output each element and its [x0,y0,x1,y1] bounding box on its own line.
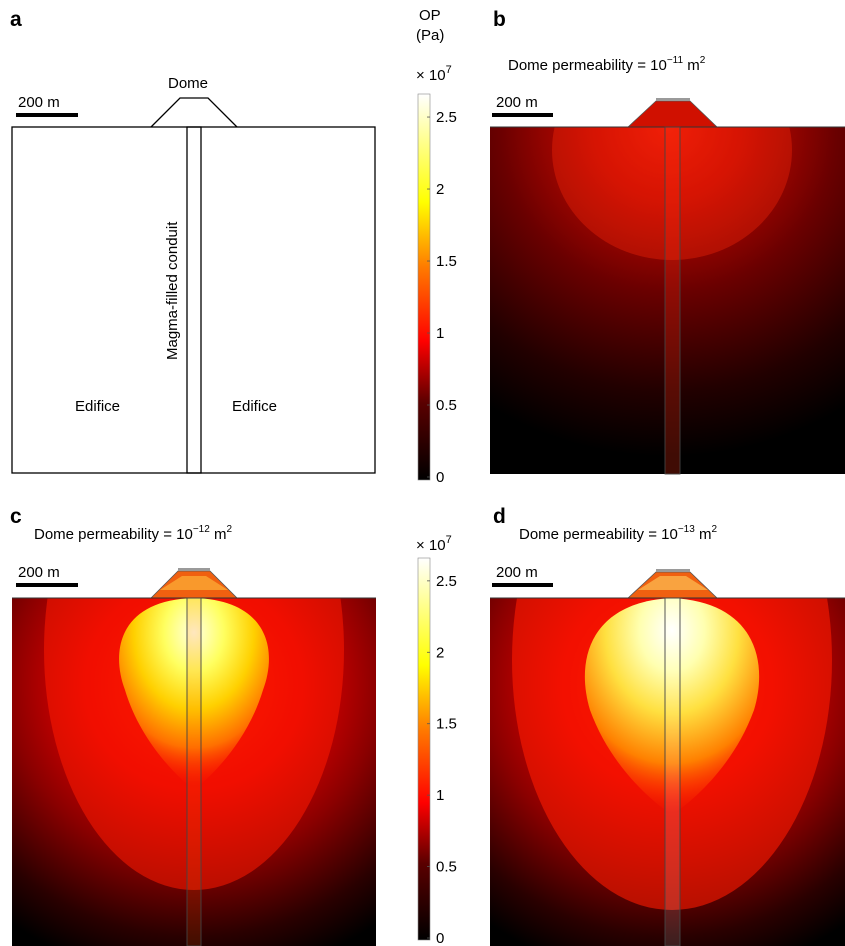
field-d [490,598,845,946]
panel-letter-b: b [493,8,506,31]
panel-a: a 200 m Dome Magma-filled conduit Edific… [10,8,376,474]
colorbar-tick-label: 2.5 [436,573,457,590]
panel-letter-c: c [10,505,22,528]
panel-b-title: Dome permeability = 10−11 m2 [508,55,706,74]
field-c [12,598,376,946]
colorbar-title-op: OP [419,7,441,24]
edifice-outline [11,126,376,474]
colorbar-tick-label: 2.5 [436,109,457,126]
colorbar-tick-label: 0 [436,930,444,946]
scale-bar-label-c: 200 m [18,564,60,581]
dome-cap-b [656,98,690,101]
dome-b [626,100,718,128]
panel-c: c Dome permeability = 10−12 m2 200 m [10,505,376,946]
panel-d: d Dome permeability = 10−13 m2 200 m [490,505,845,946]
dome-outline [150,97,238,128]
colorbar-tick-label: 2 [436,181,444,198]
colorbar-tick-label: 0.5 [436,859,457,876]
colorbar-tick-label: 0 [436,469,444,486]
edifice-right-label: Edifice [232,398,277,415]
conduit-d [664,597,681,946]
conduit-c [186,597,202,946]
colorbar-tick-label: 0.5 [436,397,457,414]
edifice-left-label: Edifice [75,398,120,415]
panel-d-title: Dome permeability = 10−13 m2 [519,524,717,543]
colorbar-multiplier-bottom: × 107 [416,534,452,554]
colorbar-tick-label: 1 [436,325,444,342]
conduit-b [664,126,681,475]
colorbar-tick-label: 1.5 [436,716,457,733]
colorbar-multiplier-top: × 107 [416,64,452,84]
dome-label: Dome [168,75,208,92]
colorbar-top: OP (Pa) × 107 2.5 2 1.5 1 0.5 0 [416,7,457,486]
conduit-label: Magma-filled conduit [164,221,181,360]
scale-bar-label-a: 200 m [18,94,60,111]
colorbar-tick-label: 2 [436,644,444,661]
field-b [490,127,845,474]
panel-b: b Dome permeability = 10−11 m2 200 m [490,8,845,475]
scale-bar-label-d: 200 m [496,564,538,581]
panel-letter-d: d [493,505,506,528]
dome-cap-d [656,569,690,572]
scale-bar-label-b: 200 m [496,94,538,111]
colorbar-tick-label: 1.5 [436,253,457,270]
dome-d-glow [638,576,708,590]
panel-letter-a: a [10,8,22,31]
dome-c-glow [160,576,228,590]
dome-cap-c [178,568,210,571]
conduit-outline [186,126,202,474]
colorbar-gradient-bottom [417,557,431,941]
colorbar-ticks-top: 2.5 2 1.5 1 0.5 0 [427,109,457,486]
colorbar-tick-label: 1 [436,787,444,804]
colorbar-bottom: × 107 2.5 2 1.5 1 0.5 0 [416,534,457,946]
colorbar-title-unit: (Pa) [416,27,444,44]
colorbar-ticks-bottom: 2.5 2 1.5 1 0.5 0 [427,573,457,946]
panel-c-title: Dome permeability = 10−12 m2 [34,524,232,543]
colorbar-gradient-top [417,93,431,481]
